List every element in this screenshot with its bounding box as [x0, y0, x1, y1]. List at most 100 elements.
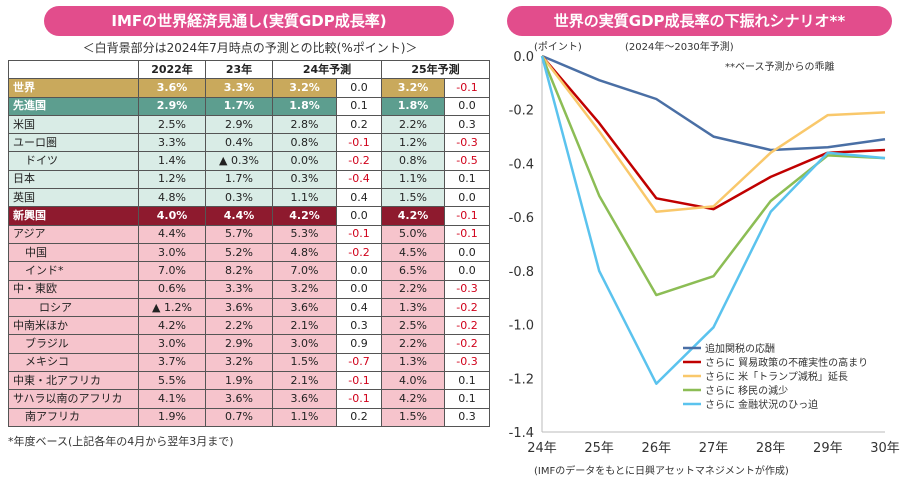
- y-tick-label: 0.0: [513, 50, 534, 65]
- value-cell: 0.0: [336, 279, 382, 299]
- value-cell: 4.0%: [138, 206, 206, 226]
- region-name-cell: 英国: [8, 188, 139, 208]
- value-cell: 7.0%: [272, 261, 337, 281]
- value-cell: 5.0%: [381, 224, 445, 244]
- value-cell: 1.1%: [272, 407, 337, 427]
- y-tick-label: -0.8: [509, 265, 534, 280]
- value-cell: 2.2%: [381, 114, 445, 135]
- table-header-cell: [8, 59, 139, 80]
- value-cell: 2.1%: [272, 316, 337, 336]
- value-cell: -0.2: [444, 316, 490, 336]
- value-cell: 3.2%: [381, 78, 445, 98]
- value-cell: 3.6%: [138, 78, 206, 98]
- region-name-cell: ユーロ圏: [8, 133, 139, 153]
- table-row: ロシア ▲ 1.2% 3.6% 3.6% 0.4 1.3% -0.2: [8, 297, 490, 318]
- region-name-cell: インド*: [8, 261, 139, 281]
- y-tick-label: -1.2: [509, 372, 534, 387]
- value-cell: 1.3%: [381, 297, 445, 318]
- value-cell: 1.7%: [205, 96, 273, 116]
- note-label: **ベース予測からの乖離: [725, 60, 835, 73]
- value-cell: 3.2%: [272, 78, 337, 98]
- region-name-cell: 米国: [8, 114, 139, 135]
- x-tick-label: 27年: [699, 441, 729, 456]
- value-cell: 3.2%: [205, 352, 273, 373]
- source-label: (IMFのデータをもとに日興アセットマネジメントが作成): [534, 464, 789, 477]
- region-name-cell: 中東・北アフリカ: [8, 371, 139, 391]
- table-row: インド* 7.0% 8.2% 7.0% 0.0 6.5% 0.0: [8, 261, 490, 281]
- value-cell: -0.4: [336, 169, 382, 190]
- value-cell: 0.1: [444, 389, 490, 409]
- series-line: [540, 55, 886, 385]
- x-tick-label: 25年: [584, 441, 614, 456]
- legend-label: 追加関税の応酬: [705, 342, 775, 355]
- value-cell: -0.2: [444, 334, 490, 354]
- table-row: ブラジル 3.0% 2.9% 3.0% 0.9 2.2% -0.2: [8, 334, 490, 354]
- value-cell: 4.4%: [205, 206, 273, 226]
- value-cell: 7.0%: [138, 261, 206, 281]
- value-cell: 0.1: [444, 371, 490, 391]
- value-cell: 2.5%: [381, 316, 445, 336]
- footnote: *年度ベース(上記各年の4月から翌年3月まで): [8, 435, 234, 448]
- series-line: [541, 55, 886, 214]
- table-row: 英国 4.8% 0.3% 1.1% 0.4 1.5% 0.0: [8, 188, 490, 208]
- x-tick-label: 26年: [642, 441, 672, 456]
- table-row: 米国 2.5% 2.9% 2.8% 0.2 2.2% 0.3: [8, 114, 490, 135]
- value-cell: 8.2%: [205, 261, 273, 281]
- region-name-cell: メキシコ: [8, 352, 139, 373]
- value-cell: -0.1: [336, 389, 382, 409]
- x-tick-label: 30年: [870, 441, 900, 456]
- legend-label: さらに 移民の減少: [705, 384, 788, 397]
- y-tick-label: -0.4: [509, 157, 534, 172]
- value-cell: -0.1: [336, 224, 382, 244]
- value-cell: 1.8%: [272, 96, 337, 116]
- value-cell: -0.5: [444, 151, 490, 171]
- value-cell: 1.2%: [381, 133, 445, 153]
- value-cell: 5.5%: [138, 371, 206, 391]
- value-cell: -0.1: [444, 78, 490, 98]
- value-cell: -0.1: [336, 133, 382, 153]
- value-cell: -0.3: [444, 133, 490, 153]
- value-cell: 0.0: [444, 188, 490, 208]
- value-cell: 0.0: [336, 261, 382, 281]
- value-cell: 5.7%: [205, 224, 273, 244]
- y-tick-label: -0.2: [509, 104, 534, 119]
- value-cell: 0.1: [336, 96, 382, 116]
- region-name-cell: サハラ以南のアフリカ: [8, 389, 139, 409]
- value-cell: 4.8%: [138, 188, 206, 208]
- value-cell: 6.5%: [381, 261, 445, 281]
- value-cell: 1.1%: [381, 169, 445, 190]
- y-tick-label: -1.4: [509, 426, 534, 441]
- value-cell: 0.8%: [272, 133, 337, 153]
- value-cell: 3.3%: [205, 78, 273, 98]
- value-cell: 1.9%: [138, 407, 206, 427]
- table-row: 新興国 4.0% 4.4% 4.2% 0.0 4.2% -0.1: [8, 206, 490, 226]
- value-cell: 4.1%: [138, 389, 206, 409]
- value-cell: 3.2%: [272, 279, 337, 299]
- value-cell: 3.0%: [138, 242, 206, 263]
- value-cell: 2.2%: [205, 316, 273, 336]
- value-cell: 0.3%: [205, 188, 273, 208]
- value-cell: 0.3: [336, 316, 382, 336]
- region-name-cell: 世界: [8, 78, 139, 98]
- value-cell: 1.7%: [205, 169, 273, 190]
- value-cell: 0.4: [336, 297, 382, 318]
- region-name-cell: 中南米ほか: [8, 316, 139, 336]
- value-cell: 3.3%: [138, 133, 206, 153]
- value-cell: 3.6%: [272, 297, 337, 318]
- value-cell: 0.3%: [272, 169, 337, 190]
- value-cell: ▲ 1.2%: [138, 297, 206, 318]
- table-header-cell: 23年: [205, 59, 273, 80]
- region-name-cell: ロシア: [8, 297, 139, 318]
- value-cell: 0.3: [444, 114, 490, 135]
- region-name-cell: 先進国: [8, 96, 139, 116]
- value-cell: 3.6%: [205, 389, 273, 409]
- value-cell: 0.4%: [205, 133, 273, 153]
- value-cell: -0.1: [444, 224, 490, 244]
- value-cell: 2.5%: [138, 114, 206, 135]
- table-row: ドイツ 1.4% ▲ 0.3% 0.0% -0.2 0.8% -0.5: [8, 151, 490, 171]
- region-name-cell: ブラジル: [8, 334, 139, 354]
- imf-forecast-table: 2022年 23年 24年予測 25年予測 世界 3.6% 3.3% 3.2% 0.0 3.2% -…: [8, 59, 490, 427]
- value-cell: 1.9%: [205, 371, 273, 391]
- series-line: [540, 55, 886, 297]
